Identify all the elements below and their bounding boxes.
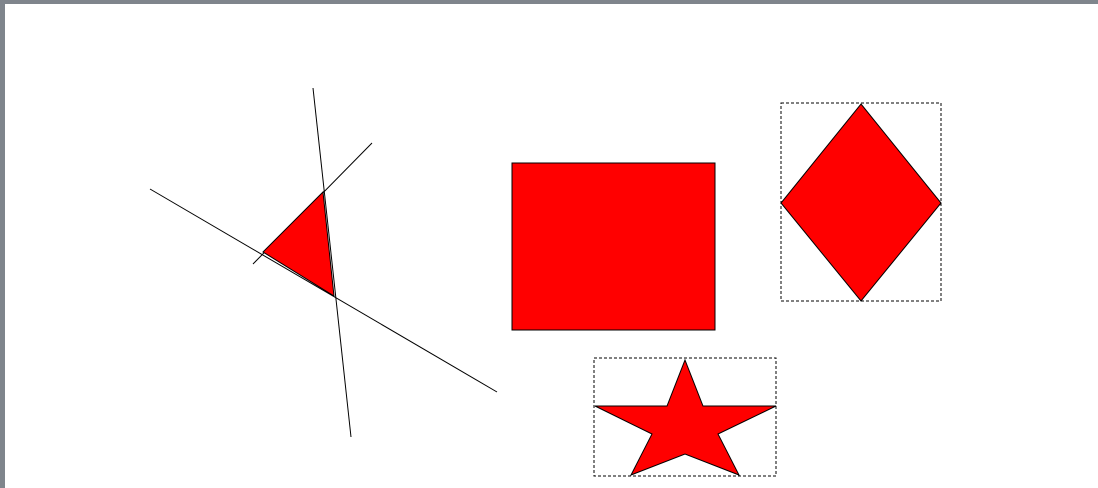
diamond-shape[interactable] — [780, 103, 942, 302]
construction-line-2[interactable] — [312, 87, 352, 438]
rectangle-shape[interactable] — [511, 162, 716, 331]
triangle-shape[interactable] — [262, 190, 335, 297]
construction-line-1[interactable] — [149, 188, 498, 393]
window-top-border — [0, 0, 1098, 4]
star-selection-box — [593, 357, 777, 477]
window-left-border — [0, 0, 5, 488]
star-shape[interactable] — [594, 358, 777, 476]
